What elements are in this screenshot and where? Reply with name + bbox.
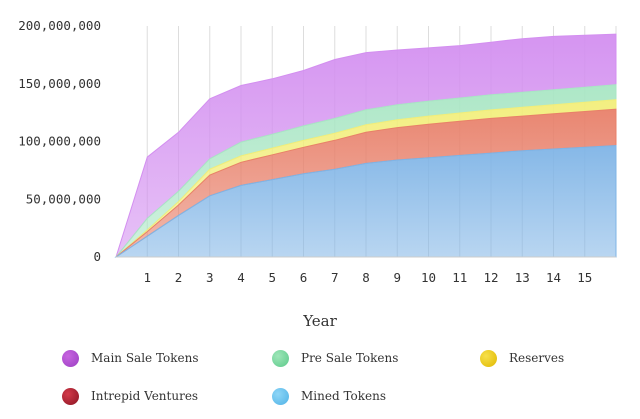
legend-swatch-reserves <box>480 349 497 367</box>
legend: Main Sale Tokens Pre Sale Tokens Reserve… <box>0 340 640 419</box>
legend-swatch-main-sale-tokens <box>62 349 79 367</box>
x-tick-label: 4 <box>237 270 245 285</box>
x-tick-label: 3 <box>206 270 214 285</box>
x-tick-label: 5 <box>268 270 276 285</box>
y-tick-label: 200,000,000 <box>18 18 101 33</box>
legend-label-mined-tokens: Mined Tokens <box>301 389 387 403</box>
x-tick-label: 1 <box>143 270 151 285</box>
stacked-area-chart: 200,000,000 150,000,000 100,000,000 50,000,… <box>18 18 617 285</box>
x-tick-label: 6 <box>300 270 308 285</box>
legend-label-pre-sale-tokens: Pre Sale Tokens <box>301 351 399 365</box>
x-tick-label: 8 <box>362 270 370 285</box>
y-tick-label: 100,000,000 <box>18 134 101 149</box>
x-tick-label: 13 <box>515 270 530 285</box>
x-tick-label: 15 <box>577 270 592 285</box>
x-tick-label: 12 <box>483 270 498 285</box>
legend-item-main-sale-tokens[interactable]: Main Sale Tokens <box>62 346 199 370</box>
x-tick-label: 9 <box>393 270 401 285</box>
x-tick-label: 2 <box>175 270 183 285</box>
legend-item-mined-tokens[interactable]: Mined Tokens <box>272 384 386 408</box>
x-tick-label: 7 <box>331 270 339 285</box>
legend-swatch-mined-tokens <box>272 387 289 405</box>
y-tick-label: 0 <box>93 249 101 264</box>
x-tick-label: 11 <box>452 270 467 285</box>
legend-swatch-pre-sale-tokens <box>272 349 289 367</box>
legend-item-pre-sale-tokens[interactable]: Pre Sale Tokens <box>272 346 398 370</box>
legend-label-intrepid-ventures: Intrepid Ventures <box>91 389 199 403</box>
y-tick-label: 150,000,000 <box>18 76 101 91</box>
x-tick-label: 10 <box>421 270 436 285</box>
legend-item-reserves[interactable]: Reserves <box>480 346 564 370</box>
legend-swatch-intrepid-ventures <box>62 387 79 405</box>
x-axis-label: Year <box>303 312 337 330</box>
legend-item-intrepid-ventures[interactable]: Intrepid Ventures <box>62 384 198 408</box>
x-tick-label: 14 <box>546 270 561 285</box>
legend-label-main-sale-tokens: Main Sale Tokens <box>91 351 199 365</box>
y-tick-label: 50,000,000 <box>26 191 101 206</box>
legend-label-reserves: Reserves <box>509 351 565 365</box>
